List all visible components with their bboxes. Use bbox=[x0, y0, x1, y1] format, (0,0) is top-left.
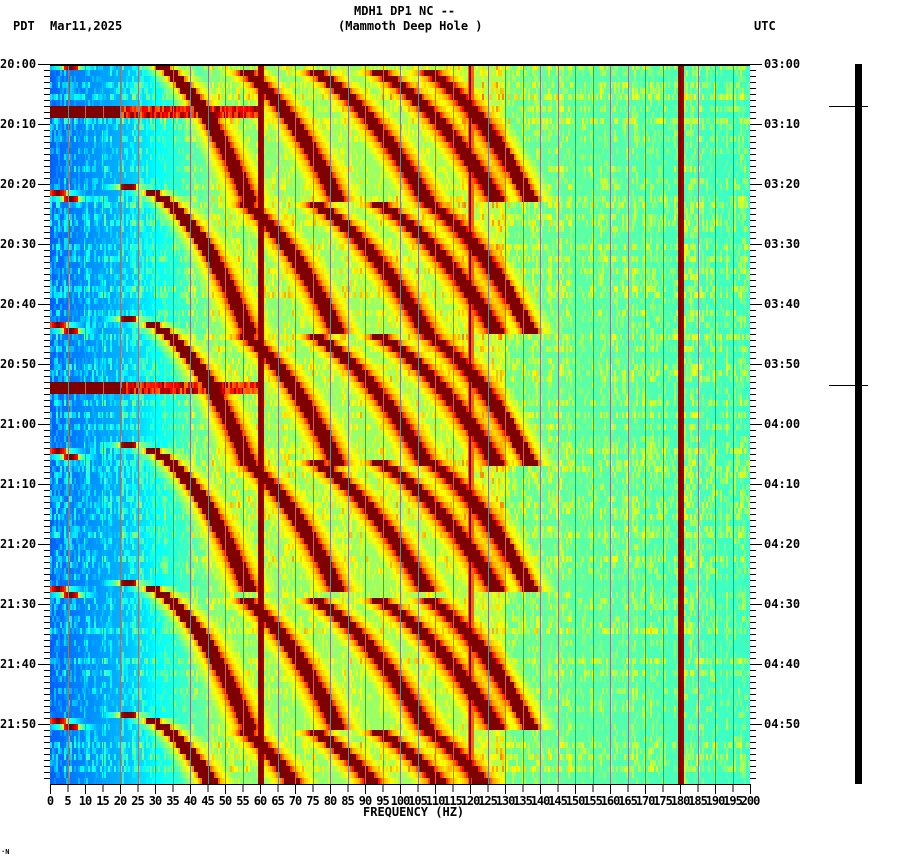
x-tick-label: 180 bbox=[670, 794, 691, 808]
x-tick-label: 145 bbox=[548, 794, 568, 808]
left-timezone-label: PDT bbox=[13, 19, 35, 33]
x-tick-label: 65 bbox=[271, 794, 284, 808]
y-tick-right-label: 04:50 bbox=[764, 717, 801, 731]
y-tick-right-label: 04:30 bbox=[764, 597, 801, 611]
x-tick-label: 60 bbox=[253, 794, 267, 808]
x-tick-label: 185 bbox=[688, 794, 708, 808]
x-tick-label: 160 bbox=[600, 794, 621, 808]
x-tick-label: 100 bbox=[390, 794, 411, 808]
x-tick-label: 50 bbox=[218, 794, 232, 808]
y-tick-right-label: 03:00 bbox=[764, 57, 801, 71]
y-tick-left-label: 20:30 bbox=[0, 237, 37, 251]
x-tick-label: 25 bbox=[131, 794, 144, 808]
x-tick-label: 165 bbox=[618, 794, 638, 808]
x-tick-label: 130 bbox=[495, 794, 516, 808]
x-tick-label: 75 bbox=[306, 794, 319, 808]
x-tick-label: 20 bbox=[113, 794, 127, 808]
event-marker-line bbox=[829, 106, 868, 107]
y-tick-right-label: 04:10 bbox=[764, 477, 801, 491]
y-tick-left-label: 21:20 bbox=[0, 537, 37, 551]
y-tick-right-label: 04:40 bbox=[764, 657, 801, 671]
x-tick-label: 135 bbox=[513, 794, 533, 808]
x-tick-label: 115 bbox=[443, 794, 463, 808]
y-tick-left-label: 20:00 bbox=[0, 57, 37, 71]
y-tick-left-label: 20:10 bbox=[0, 117, 37, 131]
title-line-2: (Mammoth Deep Hole ) bbox=[338, 19, 483, 33]
right-timezone-label: UTC bbox=[754, 19, 776, 33]
y-tick-left-label: 20:40 bbox=[0, 297, 37, 311]
y-tick-right-label: 03:30 bbox=[764, 237, 801, 251]
date-label: Mar11,2025 bbox=[50, 19, 123, 33]
corner-mark: ·N bbox=[1, 848, 10, 856]
x-tick-label: 5 bbox=[64, 794, 71, 808]
y-tick-right-label: 03:20 bbox=[764, 177, 801, 191]
x-axis-title: FREQUENCY (HZ) bbox=[363, 805, 465, 819]
y-tick-right-label: 03:40 bbox=[764, 297, 801, 311]
x-tick-label: 175 bbox=[653, 794, 673, 808]
y-tick-left-label: 21:30 bbox=[0, 597, 37, 611]
y-tick-left-label: 20:20 bbox=[0, 177, 37, 191]
x-tick-label: 200 bbox=[740, 794, 761, 808]
x-tick-label: 95 bbox=[376, 794, 389, 808]
y-tick-right-label: 03:10 bbox=[764, 117, 801, 131]
x-tick-label: 45 bbox=[201, 794, 214, 808]
x-tick-label: 120 bbox=[460, 794, 481, 808]
x-tick-label: 15 bbox=[96, 794, 109, 808]
y-tick-left-label: 21:50 bbox=[0, 717, 37, 731]
x-tick-label: 105 bbox=[408, 794, 428, 808]
y-tick-left-label: 21:10 bbox=[0, 477, 37, 491]
x-tick-label: 35 bbox=[166, 794, 179, 808]
x-tick-label: 125 bbox=[478, 794, 498, 808]
x-tick-label: 195 bbox=[723, 794, 743, 808]
x-tick-label: 140 bbox=[530, 794, 551, 808]
y-tick-left-label: 21:00 bbox=[0, 417, 37, 431]
x-tick-label: 10 bbox=[78, 794, 92, 808]
x-tick-label: 40 bbox=[183, 794, 197, 808]
amplitude-scale-bar bbox=[855, 64, 862, 784]
x-tick-label: 170 bbox=[635, 794, 656, 808]
x-tick-label: 70 bbox=[288, 794, 302, 808]
title-line-1: MDH1 DP1 NC -- bbox=[354, 4, 456, 18]
y-tick-left-label: 21:40 bbox=[0, 657, 37, 671]
x-tick-label: 0 bbox=[46, 794, 54, 808]
spectrogram-heatmap bbox=[50, 64, 750, 784]
y-tick-left-label: 20:50 bbox=[0, 357, 37, 371]
y-tick-right-label: 04:20 bbox=[764, 537, 801, 551]
x-tick-label: 55 bbox=[236, 794, 249, 808]
x-tick-label: 80 bbox=[323, 794, 337, 808]
y-tick-right-label: 04:00 bbox=[764, 417, 801, 431]
y-tick-right-label: 03:50 bbox=[764, 357, 801, 371]
x-tick-label: 150 bbox=[565, 794, 586, 808]
x-tick-label: 85 bbox=[341, 794, 354, 808]
x-tick-label: 155 bbox=[583, 794, 603, 808]
x-tick-label: 30 bbox=[148, 794, 162, 808]
x-tick-label: 90 bbox=[358, 794, 372, 808]
x-tick-label: 110 bbox=[425, 794, 446, 808]
x-tick-label: 190 bbox=[705, 794, 726, 808]
event-marker-line bbox=[829, 385, 868, 386]
